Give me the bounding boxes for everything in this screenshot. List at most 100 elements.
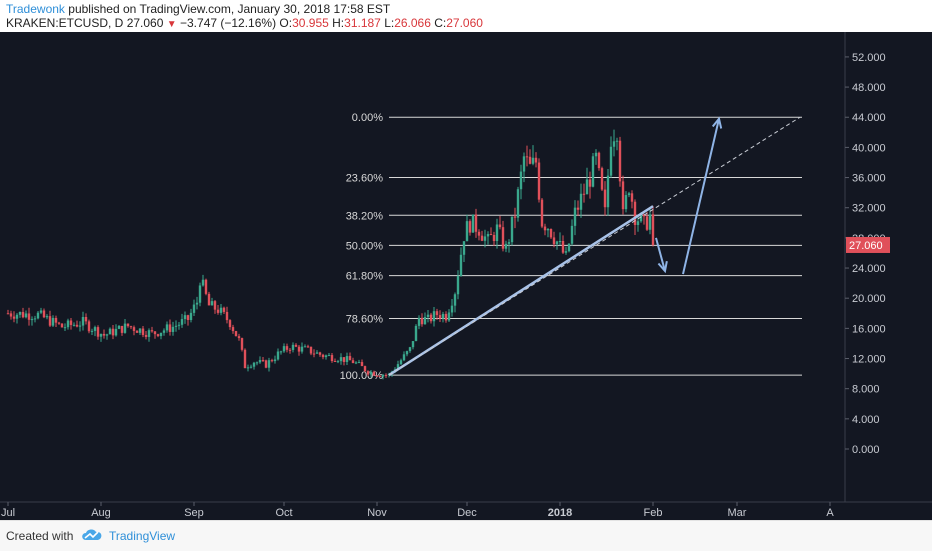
x-tick-label: Jul (1, 507, 15, 519)
y-tick-label: 20.000 (852, 293, 886, 305)
candle-body (345, 356, 349, 362)
candle-body (441, 313, 445, 319)
candle-body (54, 317, 58, 323)
candle-body (492, 234, 496, 242)
candle-body (363, 366, 367, 372)
candle-body (261, 360, 265, 362)
candle-body (642, 214, 646, 217)
candle-body (525, 156, 529, 158)
candle-body (270, 360, 274, 362)
candle-body (366, 371, 370, 375)
close-label: C: (434, 16, 447, 30)
candle-body (165, 324, 169, 331)
candle-body (591, 156, 595, 187)
candle-body (600, 168, 604, 190)
candle-body (156, 334, 160, 337)
fib-level-label: 100.00% (340, 370, 384, 382)
candle-body (597, 152, 601, 169)
candle-body (318, 352, 322, 355)
candle-body (186, 315, 190, 321)
candle-body (111, 328, 115, 336)
candle-body (33, 318, 37, 320)
projection-arrow[interactable] (682, 118, 720, 275)
candle-body (90, 330, 94, 332)
x-tick-label: 2018 (548, 507, 572, 519)
trendline-extension[interactable] (388, 116, 801, 376)
close-value: 27.060 (446, 16, 483, 30)
candle-body (411, 341, 415, 348)
candle-body (402, 354, 406, 361)
candle-body (297, 346, 301, 352)
candle-body (633, 201, 637, 225)
candle-body (102, 333, 106, 336)
candle-body (384, 374, 388, 376)
candle-body (315, 352, 319, 354)
candle-body (603, 189, 607, 208)
candle-body (615, 140, 619, 142)
x-tick-label: Feb (644, 507, 663, 519)
candle-body (63, 327, 67, 329)
high-value: 31.187 (344, 16, 381, 30)
y-tick-label: 44.000 (852, 112, 886, 124)
candle-body (543, 226, 547, 231)
candle-body (486, 234, 490, 237)
x-tick-label: Sep (184, 507, 204, 519)
open-value: 30.955 (292, 16, 329, 30)
tradingview-brand[interactable]: TradingView (109, 529, 176, 543)
price-change: −3.747 (−12.16%) (180, 16, 277, 30)
chart-canvas[interactable]: 0.000 4.000 8.000 12.000 16.000 20.000 24.000 2… (0, 32, 932, 520)
candle-body (426, 314, 430, 317)
candle-body (534, 157, 538, 163)
projection-arrow[interactable] (655, 237, 666, 272)
candle-body (135, 330, 139, 333)
candle-body (210, 301, 214, 306)
candle-body (36, 312, 40, 319)
candle-body (435, 311, 439, 316)
candle-body (78, 325, 82, 327)
author-link[interactable]: Tradewonk (6, 2, 65, 16)
arrow-head-icon (657, 261, 668, 274)
candle-body (513, 216, 517, 218)
candle-body (150, 330, 154, 332)
candle-body (48, 316, 52, 326)
candle-body (21, 311, 25, 318)
candle-body (87, 321, 91, 332)
candle-body (351, 360, 355, 364)
fib-level-label: 61.80% (346, 271, 384, 283)
candle-body (453, 294, 457, 306)
candle-body (567, 243, 571, 252)
candle-body (630, 193, 634, 202)
candle-body (408, 347, 412, 352)
low-value: 26.066 (394, 16, 431, 30)
candle-body (291, 344, 295, 350)
candle-body (324, 355, 328, 358)
candle-body (645, 216, 649, 230)
candle-body (450, 305, 454, 313)
candle-body (561, 240, 565, 253)
x-tick-label: Dec (457, 507, 477, 519)
candle-body (651, 214, 655, 245)
y-tick-label: 4.000 (852, 414, 880, 426)
price-chart[interactable]: 0.000 4.000 8.000 12.000 16.000 20.000 24.000 2… (0, 32, 932, 520)
candle-body (309, 346, 313, 354)
candle-body (81, 316, 85, 326)
candle-body (99, 333, 103, 337)
candle-body (252, 362, 256, 367)
candle-body (144, 334, 148, 337)
candle-body (237, 336, 241, 339)
candle-body (189, 312, 193, 321)
price-axis[interactable] (845, 32, 932, 520)
y-tick-label: 0.000 (852, 444, 880, 456)
candle-body (489, 234, 493, 236)
candle-body (42, 310, 46, 318)
candle-body (18, 311, 22, 315)
candle-body (420, 317, 424, 325)
candle-body (114, 328, 118, 336)
candle-body (213, 301, 217, 310)
candle-body (552, 237, 556, 245)
candle-body (462, 241, 466, 255)
candle-body (66, 320, 70, 328)
candle-body (168, 324, 172, 332)
candle-body (69, 320, 73, 325)
candle-body (504, 243, 508, 249)
